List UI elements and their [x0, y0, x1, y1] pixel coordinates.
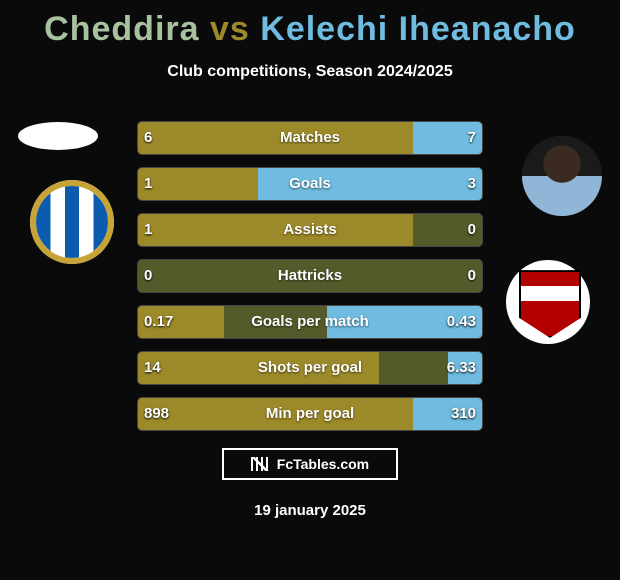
subtitle: Club competitions, Season 2024/2025	[0, 63, 620, 81]
title-player1: Cheddira	[44, 10, 199, 48]
stat-label: Assists	[138, 214, 482, 246]
stat-row: 13Goals	[138, 168, 482, 200]
stat-row: 10Assists	[138, 214, 482, 246]
stat-label: Matches	[138, 122, 482, 154]
fctables-label: FcTables.com	[277, 456, 369, 472]
stat-label: Hattricks	[138, 260, 482, 292]
stat-row: 0.170.43Goals per match	[138, 306, 482, 338]
stat-label: Goals	[138, 168, 482, 200]
stat-row: 146.33Shots per goal	[138, 352, 482, 384]
fctables-watermark: FcTables.com	[222, 448, 398, 480]
player2-photo	[522, 136, 602, 216]
title-player2: Kelechi Iheanacho	[260, 10, 576, 48]
stat-label: Min per goal	[138, 398, 482, 430]
stat-row: 67Matches	[138, 122, 482, 154]
stat-row: 00Hattricks	[138, 260, 482, 292]
stats-container: 67Matches 13Goals 10Assists 00Hattricks 0.17…	[138, 122, 482, 444]
stat-label: Goals per match	[138, 306, 482, 338]
player1-club-badge	[30, 180, 114, 264]
stat-label: Shots per goal	[138, 352, 482, 384]
player1-photo	[18, 122, 98, 150]
comparison-title: Cheddira vs Kelechi Iheanacho	[0, 0, 620, 49]
stat-row: 898310Min per goal	[138, 398, 482, 430]
title-vs: vs	[210, 10, 250, 48]
generation-date: 19 january 2025	[0, 502, 620, 519]
player2-club-badge	[506, 260, 590, 344]
